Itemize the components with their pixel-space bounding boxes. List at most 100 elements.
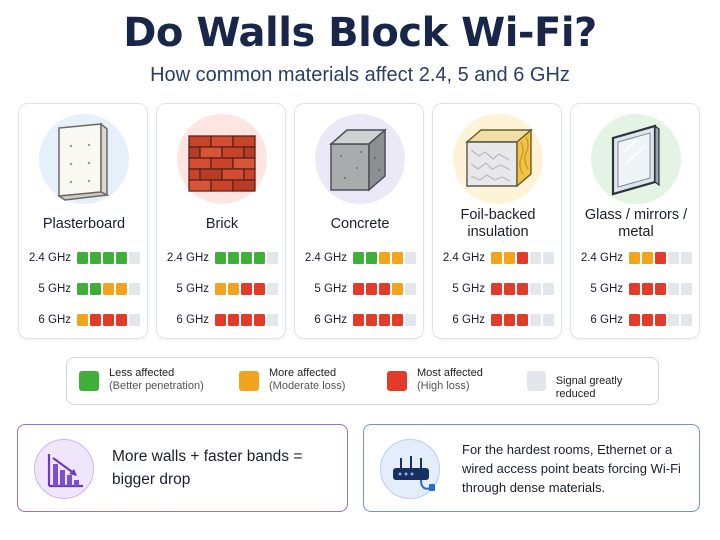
band-row-6ghz: 6 GHz <box>299 312 423 328</box>
legend-item-more-affected: More affected (Moderate loss) <box>239 367 345 397</box>
legend-swatch <box>79 371 99 391</box>
signal-bars <box>629 314 692 326</box>
signal-segment <box>681 252 692 264</box>
band-label: 5 GHz <box>176 283 209 295</box>
signal-segment <box>642 314 653 326</box>
signal-bars <box>215 283 278 295</box>
signal-bars <box>77 283 140 295</box>
signal-segment <box>267 283 278 295</box>
signal-segment <box>228 283 239 295</box>
band-row-5ghz: 5 GHz <box>437 281 561 297</box>
plasterboard-icon <box>39 114 129 204</box>
signal-bars <box>353 252 416 264</box>
legend-title: Less affected <box>109 367 175 379</box>
signal-segment <box>77 283 88 295</box>
material-card-foil-insulation: Foil-backed insulation 2.4 GHz 5 GHz 6 G… <box>432 103 562 339</box>
signal-bars <box>77 314 140 326</box>
legend-subtitle: (High loss) <box>417 380 470 392</box>
band-row-2-4ghz: 2.4 GHz <box>23 250 147 266</box>
tip-icon-circle <box>34 439 94 499</box>
tip-icon-circle <box>380 439 440 499</box>
tip-box-more-walls: More walls + faster bands = bigger drop <box>17 424 348 512</box>
band-label: 5 GHz <box>314 283 347 295</box>
signal-segment <box>228 252 239 264</box>
signal-segment <box>215 314 226 326</box>
legend-item-most-affected: Most affected (High loss) <box>387 367 483 397</box>
signal-segment <box>543 314 554 326</box>
signal-segment <box>642 283 653 295</box>
signal-segment <box>254 252 265 264</box>
signal-segment <box>517 314 528 326</box>
signal-segment <box>530 283 541 295</box>
band-row-5ghz: 5 GHz <box>299 281 423 297</box>
signal-segment <box>668 283 679 295</box>
band-label: 2.4 GHz <box>442 252 485 264</box>
legend-subtitle: (Better penetration) <box>109 380 204 392</box>
band-label: 6 GHz <box>314 314 347 326</box>
material-card-glass-metal: Glass / mirrors / metal 2.4 GHz 5 GHz 6 … <box>570 103 700 339</box>
signal-bars <box>491 314 554 326</box>
legend-item-less-affected: Less affected (Better penetration) <box>79 367 204 397</box>
signal-segment <box>379 283 390 295</box>
signal-segment <box>90 283 101 295</box>
tip-box-ethernet: For the hardest rooms, Ethernet or a wir… <box>363 424 700 512</box>
signal-segment <box>379 252 390 264</box>
material-cards: Plasterboard 2.4 GHz 5 GHz 6 GHz <box>18 103 702 341</box>
band-row-5ghz: 5 GHz <box>161 281 285 297</box>
page-subtitle: How common materials affect 2.4, 5 and 6… <box>150 64 570 86</box>
material-name: Glass / mirrors / metal <box>584 207 688 240</box>
band-row-5ghz: 5 GHz <box>575 281 699 297</box>
signal-segment <box>366 314 377 326</box>
signal-segment <box>129 314 140 326</box>
band-row-2-4ghz: 2.4 GHz <box>161 250 285 266</box>
band-label: 5 GHz <box>452 283 485 295</box>
band-row-5ghz: 5 GHz <box>23 281 147 297</box>
tip-text: More walls + faster bands = bigger drop <box>112 448 303 488</box>
material-name: Plasterboard <box>42 215 126 232</box>
legend-title: Signal greatly reduced <box>555 375 623 400</box>
signal-bars <box>491 252 554 264</box>
declining-bar-chart-icon <box>47 454 83 488</box>
signal-bars <box>353 283 416 295</box>
signal-segment <box>543 252 554 264</box>
material-name: Brick <box>205 215 239 232</box>
band-row-2-4ghz: 2.4 GHz <box>299 250 423 266</box>
signal-segment <box>215 252 226 264</box>
signal-segment <box>116 252 127 264</box>
signal-segment <box>504 314 515 326</box>
tip-text: For the hardest rooms, Ethernet or a wir… <box>462 442 681 495</box>
material-card-plasterboard: Plasterboard 2.4 GHz 5 GHz 6 GHz <box>18 103 148 339</box>
signal-segment <box>254 283 265 295</box>
band-label: 5 GHz <box>590 283 623 295</box>
signal-segment <box>129 283 140 295</box>
signal-segment <box>655 314 666 326</box>
signal-segment <box>366 283 377 295</box>
band-row-6ghz: 6 GHz <box>161 312 285 328</box>
signal-segment <box>517 283 528 295</box>
signal-segment <box>366 252 377 264</box>
signal-bars <box>353 314 416 326</box>
band-label: 5 GHz <box>38 283 71 295</box>
signal-segment <box>241 283 252 295</box>
signal-segment <box>681 283 692 295</box>
band-row-6ghz: 6 GHz <box>575 312 699 328</box>
material-card-concrete: Concrete 2.4 GHz 5 GHz 6 GHz <box>294 103 424 339</box>
signal-segment <box>353 252 364 264</box>
legend-item-signal-greatly-reduced: Signal greatly reduced <box>527 371 658 401</box>
foil-insulation-icon <box>453 114 543 204</box>
signal-segment <box>504 252 515 264</box>
signal-segment <box>103 252 114 264</box>
signal-segment <box>642 252 653 264</box>
band-label: 6 GHz <box>452 314 485 326</box>
signal-bars <box>491 283 554 295</box>
legend-swatch <box>527 371 546 391</box>
legend-subtitle: (Moderate loss) <box>269 380 346 392</box>
signal-segment <box>530 252 541 264</box>
signal-segment <box>530 314 541 326</box>
signal-segment <box>655 283 666 295</box>
signal-segment <box>392 314 403 326</box>
material-name: Concrete <box>330 215 390 232</box>
signal-segment <box>405 314 416 326</box>
signal-segment <box>491 252 502 264</box>
page-title: Do Walls Block Wi-Fi? <box>123 10 597 56</box>
